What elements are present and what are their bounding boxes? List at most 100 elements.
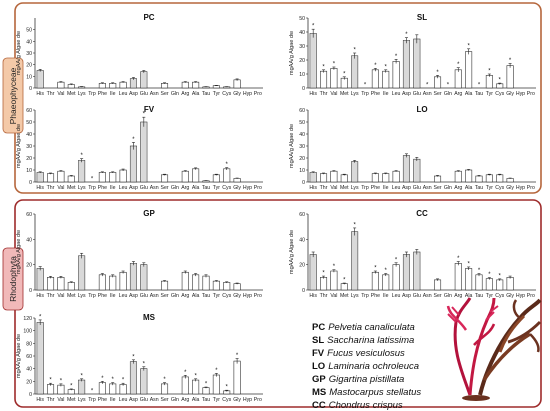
x-tick-label: Ala: [192, 293, 200, 299]
chart-title: LO: [416, 105, 427, 114]
significance-marker: *: [385, 268, 388, 274]
x-tick-label: Tyr: [486, 185, 493, 191]
x-tick-label: Tau: [475, 293, 483, 299]
bar-shade: [78, 160, 85, 182]
y-tick-label: 30: [299, 144, 305, 150]
x-tick-label: Met: [67, 293, 76, 299]
bar: [506, 277, 514, 291]
x-tick-label: Leu: [119, 91, 128, 97]
significance-marker: *: [70, 383, 73, 389]
phaeophyceae-tab: Phaeophyceae: [2, 57, 24, 134]
significance-marker: *: [215, 368, 218, 374]
x-tick-label: Tau: [202, 293, 210, 299]
x-tick-label: Ser: [161, 397, 169, 403]
y-tick-label: 60: [26, 354, 32, 360]
x-tick-label: Gly: [233, 185, 241, 191]
significance-marker: *: [436, 70, 439, 76]
x-tick-label: Asp: [129, 91, 138, 97]
bar-shade: [351, 232, 358, 290]
bar: [475, 175, 483, 183]
x-tick-label: Arg: [181, 185, 189, 191]
rhodophyta-label: Rhodophyta: [8, 256, 18, 302]
significance-marker: *: [91, 389, 94, 395]
significance-marker: *: [333, 264, 336, 270]
bar: [485, 278, 493, 291]
bar: [57, 170, 65, 183]
x-tick-label: Phe: [371, 91, 380, 97]
x-tick-label: Cys: [222, 293, 231, 299]
x-tick-label: Gln: [171, 293, 179, 299]
y-tick-label: 50: [26, 28, 32, 34]
y-axis-label: mgAA/g Algae dw: [16, 333, 22, 378]
bar: [330, 270, 338, 291]
x-tick-label: Val: [57, 91, 64, 97]
chart-title: MS: [143, 313, 156, 322]
x-tick-label: Asn: [423, 293, 432, 299]
bar-shade: [37, 172, 43, 182]
x-tick-label: Tyr: [486, 91, 493, 97]
chart-title: GP: [143, 209, 155, 218]
bar: [202, 275, 210, 291]
bar: [202, 387, 210, 395]
y-tick-label: 50: [299, 120, 305, 126]
x-tick-label: Met: [67, 397, 76, 403]
x-tick-label: Pro: [527, 185, 535, 191]
y-tick-label: 40: [299, 237, 305, 243]
significance-marker: *: [488, 69, 491, 75]
bar: [98, 172, 106, 183]
y-tick-label: 20: [26, 63, 32, 69]
bar: [192, 81, 200, 89]
y-tick-label: 0: [29, 86, 32, 92]
bar: [340, 77, 348, 89]
x-tick-label: Hyp: [243, 397, 252, 403]
significance-marker: *: [184, 370, 187, 376]
x-tick-label: Ala: [465, 293, 473, 299]
x-tick-label: Ser: [161, 293, 169, 299]
bar: [98, 382, 106, 395]
y-tick-label: 30: [26, 51, 32, 57]
bar: [119, 81, 127, 89]
bar: [320, 277, 328, 291]
x-tick-label: His: [36, 91, 44, 97]
x-tick-label: Thr: [47, 185, 55, 191]
bar: [192, 274, 200, 291]
x-tick-label: His: [309, 91, 317, 97]
legend-item: LO Laminaria ochroleuca: [312, 361, 419, 372]
x-tick-label: Gln: [171, 91, 179, 97]
legend-item: SL Saccharina latissima: [312, 335, 414, 346]
bar-shade: [414, 39, 420, 88]
x-tick-label: Arg: [181, 397, 189, 403]
x-tick-label: Leu: [119, 293, 128, 299]
x-tick-label: Asn: [150, 397, 159, 403]
y-tick-label: 0: [29, 392, 32, 398]
x-tick-label: Glu: [140, 397, 148, 403]
x-tick-label: Pro: [254, 293, 262, 299]
significance-marker: *: [509, 58, 512, 64]
x-tick-label: Thr: [320, 293, 328, 299]
y-tick-label: 40: [26, 237, 32, 243]
x-tick-label: Trp: [361, 91, 369, 97]
x-tick-label: Ala: [192, 397, 200, 403]
species-legend: PC Pelvetia canaliculata SL Saccharina lat…: [312, 322, 421, 411]
x-tick-label: Arg: [181, 91, 189, 97]
chart-pc: 0 10 20 30 40 50 mgAA/g Algae dw PC His Thr Val Met…: [16, 13, 263, 97]
bar: [161, 83, 169, 89]
significance-marker: *: [112, 377, 115, 383]
x-tick-label: Glu: [413, 185, 421, 191]
x-tick-label: Glu: [140, 293, 148, 299]
significance-marker: *: [374, 63, 377, 69]
x-tick-label: Tau: [202, 185, 210, 191]
x-tick-label: Lys: [78, 91, 86, 97]
y-axis-label: mgAA/g Algae dw: [289, 229, 295, 274]
bar-shade: [403, 255, 410, 290]
x-tick-label: Phe: [98, 293, 107, 299]
x-tick-label: Asp: [129, 397, 138, 403]
bar: [330, 170, 338, 183]
x-tick-label: Val: [330, 91, 337, 97]
y-tick-label: 10: [26, 168, 32, 174]
chart-title: CC: [416, 209, 428, 218]
bar: [161, 174, 169, 183]
chart-lo: 0 10 20 30 40 50 60 mgAA/g Algae dw LO His Thr Val M…: [289, 105, 536, 191]
x-tick-label: Asn: [150, 91, 159, 97]
bar: [382, 173, 390, 183]
